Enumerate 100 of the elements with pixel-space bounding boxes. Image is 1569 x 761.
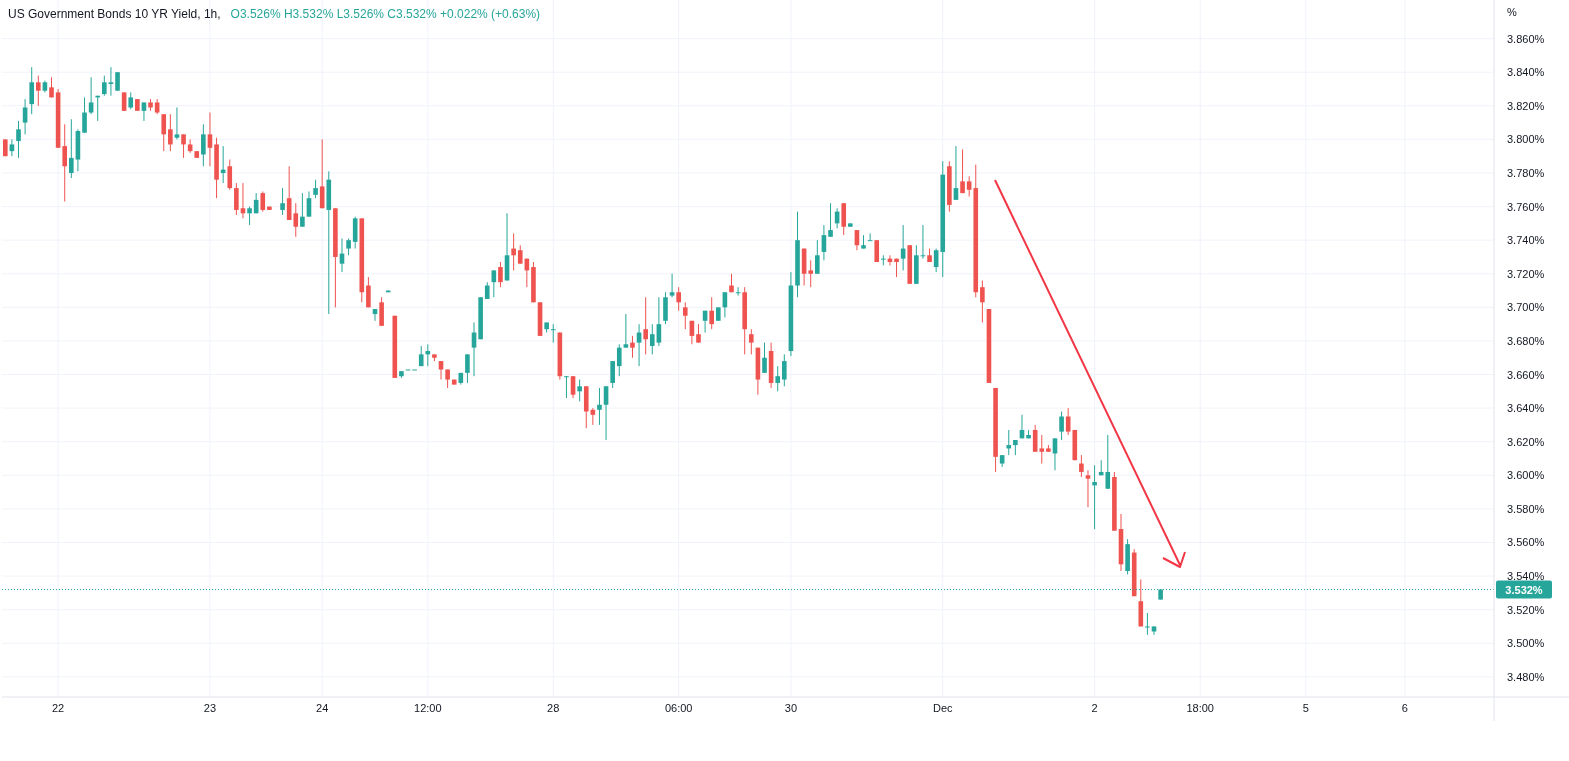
candlestick <box>260 190 266 213</box>
y-tick-label: 3.760% <box>1507 200 1545 213</box>
y-tick-label: 3.520% <box>1507 603 1545 616</box>
candlestick <box>234 182 239 216</box>
candlestick <box>1059 410 1064 441</box>
candlestick <box>517 244 523 265</box>
candlestick <box>22 98 28 135</box>
candlestick <box>1039 434 1045 465</box>
candlestick <box>1092 464 1097 530</box>
y-tick-label: 3.500% <box>1507 637 1545 650</box>
ref-line-label: 3.532% <box>1505 583 1543 596</box>
y-tick-label: 3.560% <box>1507 536 1545 549</box>
candlestick <box>577 379 582 402</box>
x-tick-label: 28 <box>547 702 560 714</box>
candlestick <box>181 133 186 159</box>
y-tick-label: 3.800% <box>1507 133 1545 146</box>
y-tick-label: 3.640% <box>1507 402 1545 415</box>
y-tick-label: 3.580% <box>1507 502 1545 515</box>
candlestick <box>227 159 233 191</box>
x-tick-label: 5 <box>1302 702 1309 714</box>
candlestick <box>207 112 213 167</box>
y-tick-label: 3.680% <box>1507 334 1545 347</box>
candlestick <box>313 179 318 199</box>
y-tick-label: 3.620% <box>1507 435 1545 448</box>
candlestick <box>115 71 120 92</box>
candlestick <box>88 76 94 115</box>
candlestick <box>300 192 305 228</box>
x-tick-label: 30 <box>784 702 798 714</box>
y-tick-label: 3.540% <box>1507 570 1545 583</box>
x-tick-label: 12:00 <box>414 702 442 714</box>
candlestick <box>445 368 450 389</box>
y-tick-label: 3.780% <box>1507 166 1545 179</box>
candlestick <box>1079 454 1084 478</box>
candlestick <box>498 261 503 288</box>
candlestick <box>102 75 107 97</box>
candlestick <box>29 66 35 115</box>
candlestick <box>247 206 252 226</box>
candlestick <box>815 239 820 275</box>
candlestick <box>293 202 299 238</box>
candlestick <box>465 353 470 384</box>
x-tick-label: 18:00 <box>1186 702 1214 714</box>
candlestick <box>597 387 602 426</box>
candlestick <box>828 202 833 238</box>
candlestick <box>682 301 688 330</box>
candlestick <box>966 175 972 197</box>
y-tick-label: 3.600% <box>1507 469 1545 482</box>
candlestick <box>616 343 622 377</box>
candlestick <box>775 365 781 392</box>
candlestick <box>161 113 167 152</box>
y-tick-label: 3.700% <box>1507 301 1545 314</box>
x-tick-label: 06:00 <box>664 702 693 714</box>
candlestick <box>643 296 648 355</box>
candlestick <box>623 313 629 349</box>
candlestick <box>511 232 516 271</box>
candlestick <box>366 276 371 308</box>
candlestick <box>841 202 847 236</box>
candlestick <box>201 123 206 167</box>
candlestick <box>663 291 668 325</box>
candlestick <box>630 335 635 359</box>
candlestick <box>649 323 655 355</box>
y-axis-title: % <box>1507 6 1517 18</box>
candlestick <box>16 120 21 159</box>
candlestick <box>108 66 114 97</box>
candlestick <box>69 118 74 179</box>
candlestick <box>1085 469 1091 508</box>
candlestick <box>748 328 754 355</box>
candlestick <box>782 353 787 387</box>
x-tick-label: 23 <box>203 702 217 714</box>
y-tick-label: 3.860% <box>1507 32 1545 45</box>
candlestick <box>174 106 180 140</box>
candlestick <box>881 254 886 266</box>
candlestick <box>1145 612 1150 636</box>
candlestick <box>36 75 41 107</box>
candlestick <box>669 273 675 298</box>
y-tick-label: 3.820% <box>1507 99 1545 112</box>
text: US Government Bonds 10 YR Yield, 1h, <box>8 7 221 21</box>
y-tick-label: 3.660% <box>1507 368 1545 381</box>
candlestick <box>82 96 87 134</box>
x-tick-label: 2 <box>1091 702 1098 714</box>
candlestick <box>280 187 285 216</box>
candlestick <box>696 323 701 344</box>
candlestick <box>676 286 681 312</box>
candlestick <box>62 123 68 203</box>
x-tick-label: 6 <box>1401 702 1408 714</box>
candlestick <box>1006 429 1012 456</box>
y-tick-label: 3.720% <box>1507 267 1545 280</box>
candlestick <box>980 279 985 323</box>
y-tick-label: 3.740% <box>1507 234 1545 247</box>
candlestick <box>610 360 615 389</box>
y-tick-label: 3.840% <box>1507 66 1545 79</box>
candlestick <box>550 323 556 344</box>
candlestick <box>9 138 15 157</box>
text: O3.526% H3.532% L3.526% C3.532% +0.022% (+0.63%) <box>230 7 541 21</box>
x-tick-label: 24 <box>316 702 329 714</box>
candlestick <box>379 296 384 327</box>
candlestick <box>564 375 569 399</box>
candlestick <box>709 296 714 330</box>
x-tick-label: Dec <box>932 702 954 714</box>
x-tick-label: 22 <box>51 702 65 714</box>
candlestick <box>762 342 767 374</box>
